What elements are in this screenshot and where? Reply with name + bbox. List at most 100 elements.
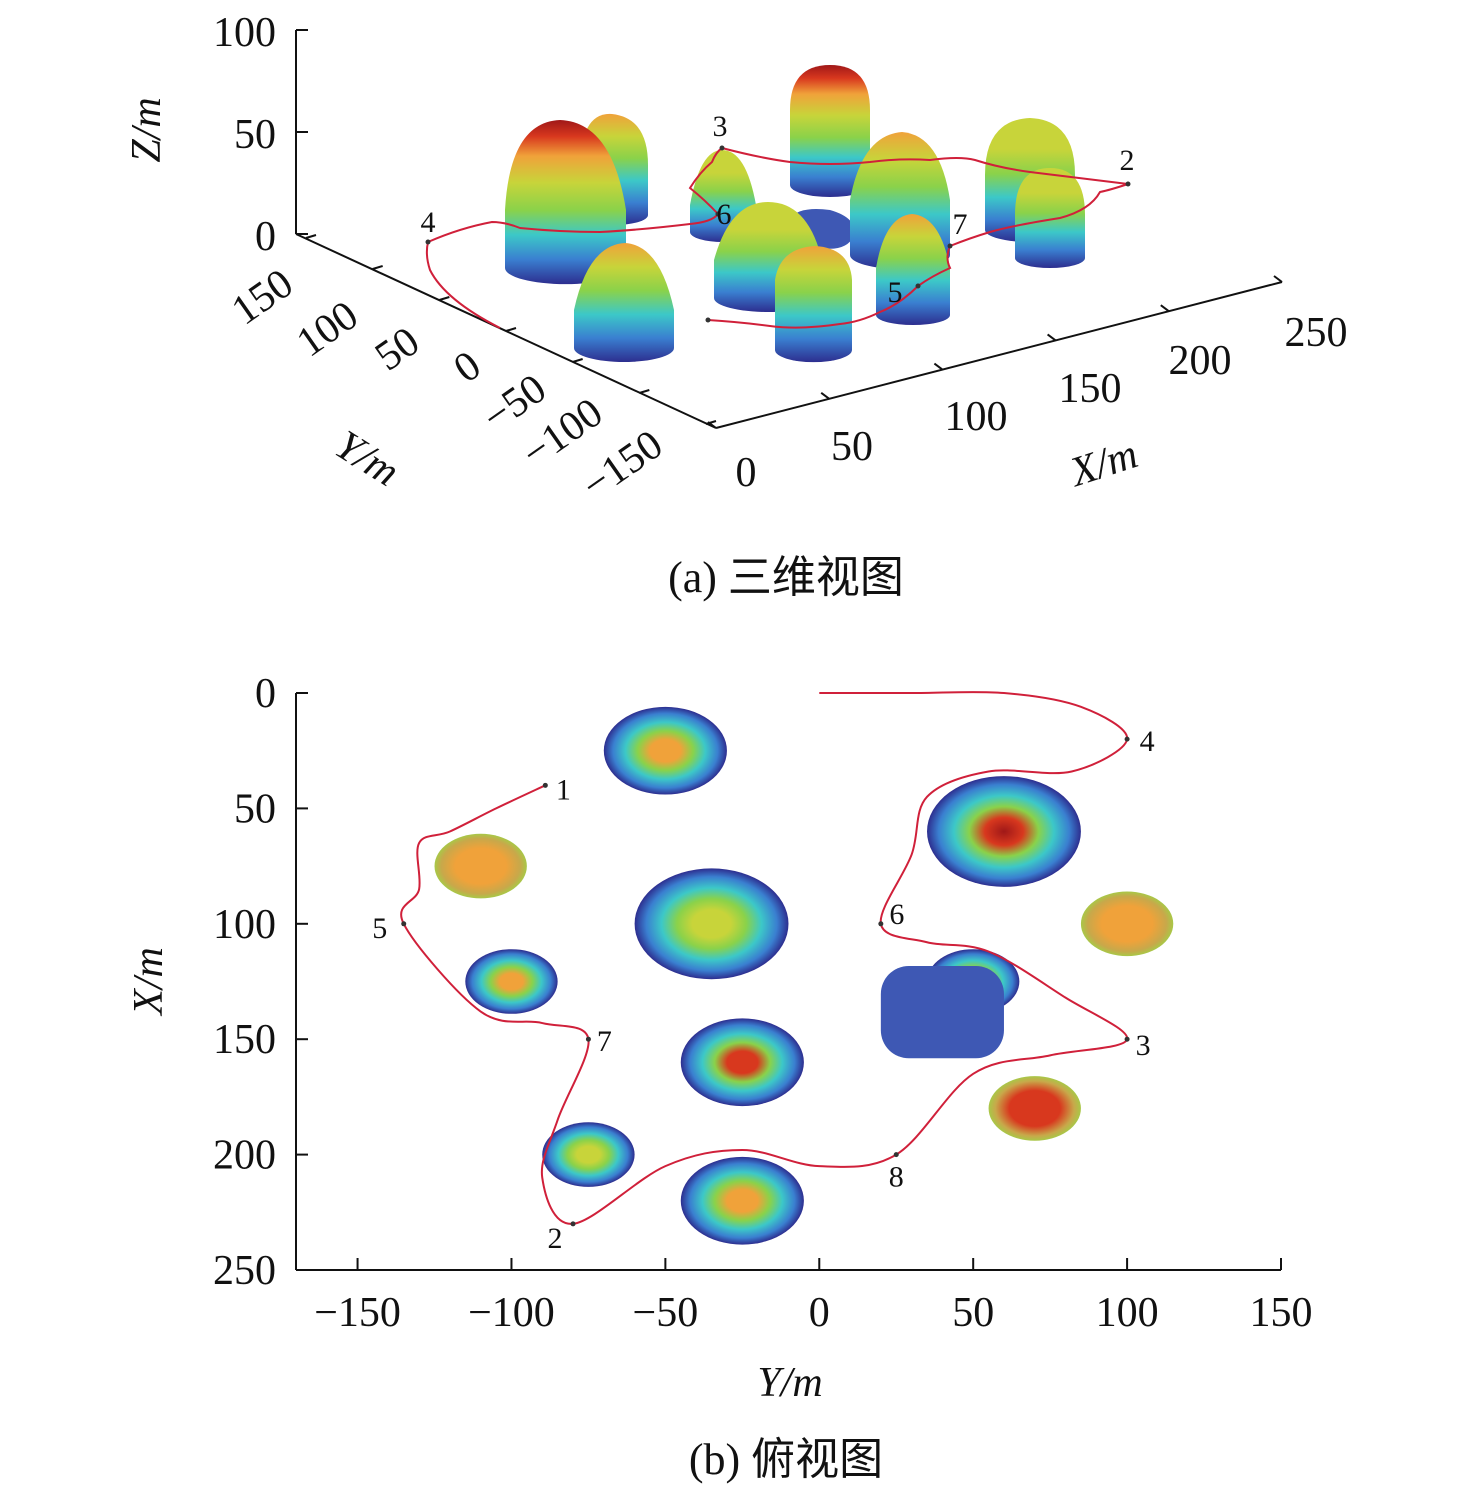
path-node-marker xyxy=(570,1221,576,1227)
obstacle-top xyxy=(542,1122,635,1187)
path-node-marker xyxy=(425,239,431,245)
path-node-marker xyxy=(893,1152,899,1158)
path-node-marker xyxy=(585,1036,591,1042)
path-node-marker xyxy=(542,782,548,788)
x-tick-label: 200 xyxy=(1169,338,1232,384)
x-tick-mark xyxy=(933,362,944,371)
x-tick-label: 0 xyxy=(809,1290,830,1336)
path-node-marker xyxy=(1125,181,1131,187)
obstacle-top xyxy=(603,706,727,795)
path-nodes-3d: 2 3 4 5 6 7 xyxy=(421,110,1135,323)
z-tick-label: 100 xyxy=(213,10,276,56)
y-tick-label: 150 xyxy=(213,1017,276,1063)
y-tick-label: 150 xyxy=(224,260,302,334)
path-node-label: 4 xyxy=(421,206,436,239)
z-tick-label: 50 xyxy=(234,112,276,158)
path-node-label: 8 xyxy=(889,1161,904,1194)
path-node-marker xyxy=(878,921,884,927)
path-node-label: 3 xyxy=(1136,1029,1151,1062)
y-tick-label: 200 xyxy=(213,1133,276,1179)
x-tick-label: 100 xyxy=(945,394,1008,440)
x-tick-label: −150 xyxy=(314,1290,401,1336)
figure-b-caption: (b) 俯视图 xyxy=(689,1435,883,1484)
x-tick-label: 100 xyxy=(1096,1290,1159,1336)
y-tick-mark xyxy=(505,327,517,332)
path-node-marker xyxy=(1124,1036,1130,1042)
y-tick-label: 0 xyxy=(255,671,276,717)
obstacle-3d xyxy=(574,243,674,362)
path-node-marker xyxy=(1124,736,1130,742)
path-node-marker xyxy=(705,317,711,323)
obstacle-top xyxy=(680,1156,804,1245)
figure-a-caption: (a) 三维视图 xyxy=(668,553,904,602)
path-node-label: 5 xyxy=(372,912,387,945)
y-tick-label: 50 xyxy=(367,318,428,380)
obstacle-top xyxy=(927,776,1081,887)
trajectory-path-top xyxy=(400,690,1129,1225)
y-tick-mark xyxy=(639,389,650,394)
obstacle-3d xyxy=(775,246,852,363)
path-node-marker xyxy=(915,283,921,289)
y-tick-mark xyxy=(372,265,383,270)
path-node-marker xyxy=(715,211,721,217)
obstacle-3d xyxy=(876,214,950,325)
obstacle-top xyxy=(988,1076,1081,1141)
obstacle-3d xyxy=(1015,168,1085,268)
obstacle-top xyxy=(634,868,789,980)
path-node-label: 2 xyxy=(1120,144,1135,177)
obstacle-top xyxy=(1080,891,1174,957)
x-axis-title: X/m xyxy=(1063,431,1143,496)
y-tick-label: 100 xyxy=(213,902,276,948)
path-node-label: 6 xyxy=(717,198,732,231)
path-node-label: 7 xyxy=(597,1025,612,1058)
y-tick-mark xyxy=(305,234,317,239)
x-tick-label: 150 xyxy=(1059,366,1122,412)
y-tick-mark xyxy=(705,420,717,425)
path-nodes-top: 1 2 3 4 5 6 7 8 xyxy=(372,725,1154,1255)
y-tick-label: 100 xyxy=(289,292,367,366)
obstacle-top xyxy=(465,949,558,1014)
x-tick-mark xyxy=(1273,275,1283,283)
path-node-marker xyxy=(947,243,953,249)
path-node-label: 2 xyxy=(548,1222,563,1255)
x-tick-mark xyxy=(1160,304,1170,313)
obstacles-top xyxy=(434,706,1174,1245)
z-tick-label: 0 xyxy=(255,214,276,260)
x-tick-mark xyxy=(820,391,830,400)
x-tick-label: −50 xyxy=(633,1290,699,1336)
y-tick-label: 0 xyxy=(446,342,490,392)
z-axis-title: Z/m xyxy=(124,97,170,162)
b-axis-ticks: −150 −100 −50 0 50 100 150 0 50 100 150 200 250 xyxy=(213,671,1313,1336)
path-node-label: 7 xyxy=(953,208,968,241)
z-tick-marks xyxy=(296,29,308,235)
b-y-axis-title: X/m xyxy=(126,947,172,1017)
obstacles-3d xyxy=(505,65,1085,363)
y-tick-label: 50 xyxy=(234,786,276,832)
obstacle-3d xyxy=(505,120,626,285)
path-node-label: 5 xyxy=(888,276,903,309)
path-node-label: 1 xyxy=(556,773,571,806)
x-tick-label: 250 xyxy=(1285,310,1348,356)
x-tick-label: 50 xyxy=(831,424,873,470)
x-tick-label: 0 xyxy=(736,450,757,496)
obstacle-top xyxy=(434,833,527,899)
y-tick-mark xyxy=(439,296,450,301)
b-x-axis-title: Y/m xyxy=(757,1360,822,1406)
x-tick-label: 50 xyxy=(952,1290,994,1336)
path-node-label: 6 xyxy=(889,898,904,931)
x-axis-line xyxy=(715,281,1283,429)
x-tick-mark xyxy=(707,421,717,429)
y-tick-marks xyxy=(305,234,717,425)
y-tick-label: 250 xyxy=(213,1248,276,1294)
x-tick-marks xyxy=(707,275,1283,429)
figure-b-top-view: −150 −100 −50 0 50 100 150 0 50 100 150 200 250 1 2 3 4… xyxy=(126,671,1313,1484)
path-node-marker xyxy=(719,145,725,151)
path-node-label: 4 xyxy=(1140,725,1155,758)
obstacle-top xyxy=(680,1018,804,1107)
y-tick-mark xyxy=(572,358,583,363)
path-node-label: 3 xyxy=(713,110,728,143)
x-tick-label: −100 xyxy=(468,1290,555,1336)
path-node-marker xyxy=(401,921,407,927)
y-axis-title: Y/m xyxy=(327,422,407,496)
obstacle-top xyxy=(880,965,1004,1059)
